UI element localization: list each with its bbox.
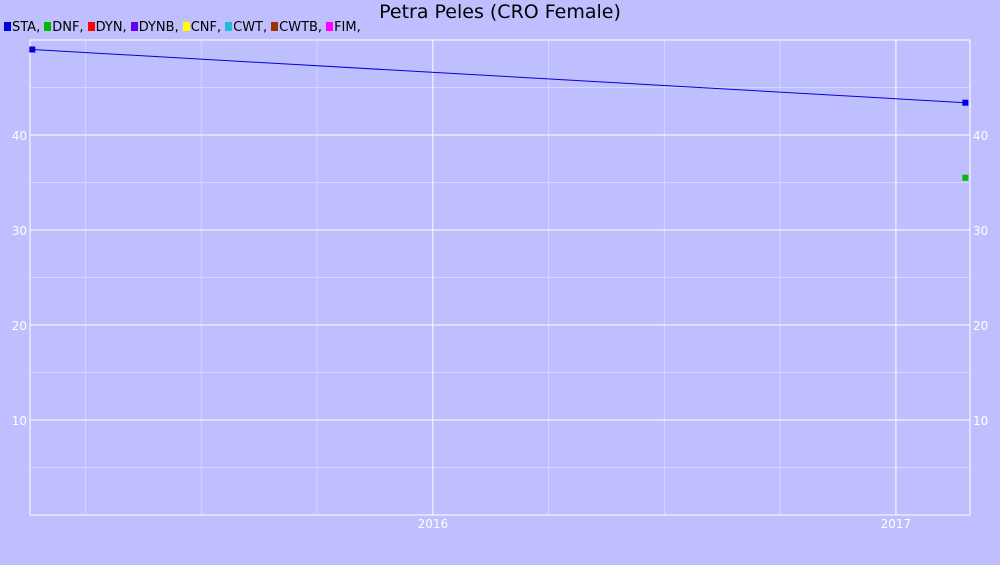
- series-line-sta: [32, 49, 966, 104]
- legend-label: FIM,: [334, 20, 361, 35]
- grid: [30, 40, 970, 515]
- plot-border: [29, 39, 971, 516]
- legend-swatch: [44, 22, 52, 31]
- legend-item-cnf: CNF,: [182, 20, 222, 35]
- legend-label: DYN,: [95, 20, 127, 35]
- y-tick-label-left: 20: [12, 319, 27, 333]
- tick-labels: 10 10 20 20 30 30 40 40 2016 2017: [12, 129, 989, 531]
- legend-swatch: [326, 22, 334, 31]
- data-point-dnf: [962, 174, 969, 181]
- legend-label: STA,: [12, 20, 41, 35]
- legend-item-dynb: DYNB,: [130, 20, 179, 35]
- legend-swatch: [271, 22, 279, 31]
- chart-title: Petra Peles (CRO Female): [379, 1, 621, 23]
- legend-item-dnf: DNF,: [44, 20, 84, 35]
- legend-swatch: [182, 22, 190, 31]
- legend-label: DYNB,: [138, 20, 179, 35]
- y-tick-label-left: 10: [12, 414, 27, 428]
- y-tick-label-right: 30: [973, 224, 988, 238]
- axes: [29, 39, 971, 516]
- series: [29, 46, 969, 181]
- y-tick-label-left: 30: [12, 224, 27, 238]
- y-tick-label-right: 20: [973, 319, 988, 333]
- y-tick-label-left: 40: [12, 129, 27, 143]
- x-tick-label: 2017: [881, 517, 912, 531]
- x-tick-label: 2016: [418, 517, 449, 531]
- legend-label: DNF,: [52, 20, 84, 35]
- legend-swatch: [130, 22, 138, 31]
- y-tick-label-right: 40: [973, 129, 988, 143]
- legend-label: CNF,: [190, 20, 222, 35]
- data-point-sta: [29, 46, 36, 53]
- legend-item-fim: FIM,: [326, 20, 361, 35]
- legend-item-sta: STA,: [4, 20, 40, 35]
- y-tick-label-right: 10: [973, 414, 988, 428]
- legend-item-cwtb: CWTB,: [271, 20, 322, 35]
- legend-swatch: [4, 22, 11, 31]
- legend-swatch: [87, 22, 95, 31]
- legend-label: CWT,: [233, 20, 268, 35]
- legend: STA, DNF, DYN, DYNB, CNF, CWT, CWTB, FIM,: [4, 20, 365, 36]
- legend-label: CWTB,: [279, 20, 323, 35]
- legend-item-cwt: CWT,: [225, 20, 267, 35]
- legend-swatch: [225, 22, 233, 31]
- legend-item-dyn: DYN,: [87, 20, 127, 35]
- data-point-sta: [962, 99, 969, 106]
